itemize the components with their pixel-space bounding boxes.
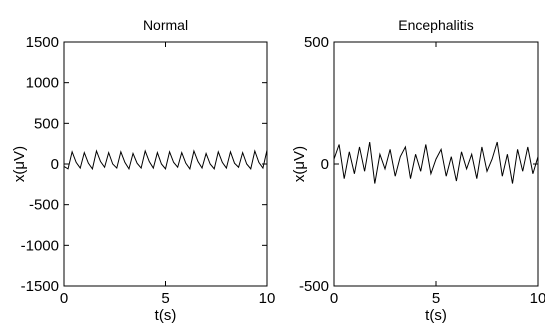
chart-2-x-tick-label: 5 <box>432 290 440 307</box>
chart-1-y-tick-label: 1500 <box>26 34 59 51</box>
chart-1-y-tick-label: 0 <box>51 156 59 173</box>
chart-1-x-tick-label: 0 <box>60 290 68 307</box>
chart-2-x-axis-label: t(s) <box>425 307 447 324</box>
chart-2-y-tick-label: 0 <box>321 156 329 173</box>
chart-1-series-1-line <box>63 149 268 171</box>
chart-2-series-1-line <box>333 141 539 184</box>
chart-2-title: Encephalitis <box>398 17 474 33</box>
chart-1-y-axis-label: x(μV) <box>11 146 28 182</box>
chart-1-y-tick-label: -500 <box>29 197 59 214</box>
chart-1-plot-frame <box>63 41 268 287</box>
chart-1-y-tick-label: 500 <box>34 115 59 132</box>
chart-1-x-axis-label: t(s) <box>155 307 177 324</box>
chart-2-plot-frame <box>333 41 539 287</box>
chart-1-title: Normal <box>143 17 188 33</box>
chart-2-x-tick-label: 10 <box>530 290 545 307</box>
chart-2-y-tick-label: -500 <box>299 278 329 295</box>
chart-1-y-tick-label: -1000 <box>21 237 59 254</box>
chart-2-y-tick-label: 500 <box>304 34 329 51</box>
chart-1-y-tick-label: 1000 <box>26 75 59 92</box>
chart-2-x-tick-label: 0 <box>330 290 338 307</box>
chart-1-x-tick-label: 5 <box>161 290 169 307</box>
chart-1-y-tick-label: -1500 <box>21 278 59 295</box>
chart-2-y-axis-label: x(μV) <box>291 146 308 182</box>
chart-1-x-tick-label: 10 <box>259 290 276 307</box>
